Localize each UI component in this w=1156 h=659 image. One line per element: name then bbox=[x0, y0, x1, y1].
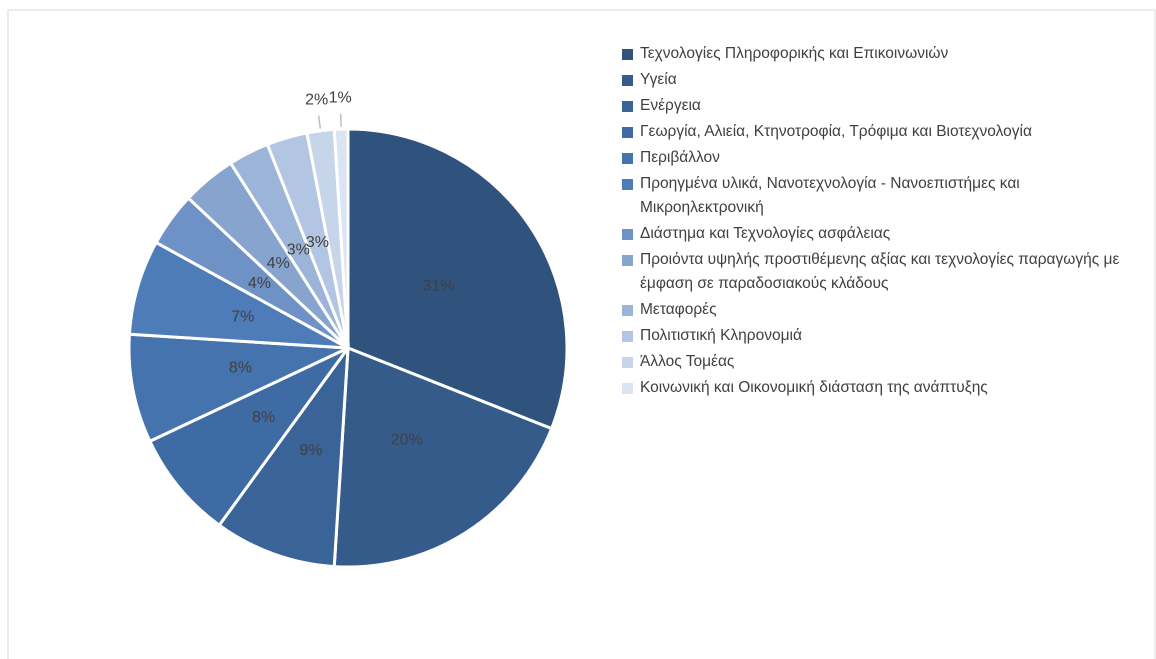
legend-item: Γεωργία, Αλιεία, Κτηνοτροφία, Τρόφιμα κα… bbox=[620, 120, 1145, 144]
legend-swatch bbox=[622, 331, 633, 342]
data-label: 3% bbox=[287, 242, 310, 259]
frame bbox=[7, 9, 1156, 659]
legend-item: Τεχνολογίες Πληροφορικής και Επικοινωνιώ… bbox=[620, 42, 1145, 66]
legend-label: Κοινωνική και Οικονομική διάσταση της αν… bbox=[640, 379, 988, 396]
legend-label: Γεωργία, Αλιεία, Κτηνοτροφία, Τρόφιμα κα… bbox=[640, 123, 1032, 140]
legend-label: Υγεία bbox=[640, 71, 677, 88]
legend-item: Μεταφορές bbox=[620, 298, 1145, 322]
legend-swatch bbox=[622, 255, 633, 266]
legend-swatch bbox=[622, 101, 633, 112]
legend-swatch bbox=[622, 49, 633, 60]
legend-item: Προηγμένα υλικά, Νανοτεχνολογία - Νανοεπ… bbox=[620, 172, 1145, 220]
legend-swatch bbox=[622, 179, 633, 190]
pie-slice bbox=[332, 345, 554, 569]
legend-swatch bbox=[622, 153, 633, 164]
legend-item: Πολιτιστική Κληρονομιά bbox=[620, 324, 1145, 348]
pie-slice bbox=[217, 342, 350, 569]
data-label: 4% bbox=[248, 275, 271, 292]
legend-label: Πολιτιστική Κληρονομιά bbox=[640, 327, 802, 344]
legend: Τεχνολογίες Πληροφορικής και Επικοινωνιώ… bbox=[620, 42, 1145, 402]
data-label: 2% bbox=[305, 92, 328, 109]
legend-swatch bbox=[622, 305, 633, 316]
pie-slice bbox=[332, 127, 350, 349]
legend-item: Διάστημα και Τεχνολογίες ασφάλειας bbox=[620, 222, 1145, 246]
legend-item: Άλλος Τομέας bbox=[620, 350, 1145, 374]
data-label: 7% bbox=[231, 309, 254, 326]
data-label: 1% bbox=[329, 90, 352, 107]
pie-slice bbox=[346, 127, 569, 431]
pie-slice bbox=[127, 332, 349, 444]
legend-item: Ενέργεια bbox=[620, 94, 1145, 118]
legend-item: Υγεία bbox=[620, 68, 1145, 92]
legend-label: Ενέργεια bbox=[640, 97, 701, 114]
data-label: 4% bbox=[267, 255, 290, 272]
legend-item: Περιβάλλον bbox=[620, 146, 1145, 170]
data-label: 8% bbox=[229, 360, 252, 377]
data-label: 3% bbox=[306, 234, 329, 251]
leader-line bbox=[317, 115, 322, 129]
data-label: 8% bbox=[252, 409, 275, 426]
legend-label: Τεχνολογίες Πληροφορικής και Επικοινωνιώ… bbox=[640, 45, 949, 62]
legend-swatch bbox=[622, 229, 633, 240]
pie-slice bbox=[147, 346, 350, 528]
legend-swatch bbox=[622, 383, 633, 394]
legend-swatch bbox=[622, 127, 633, 138]
legend-item: Κοινωνική και Οικονομική διάσταση της αν… bbox=[620, 376, 1145, 400]
data-label: 9% bbox=[299, 442, 322, 459]
legend-label: Προιόντα υψηλής προστιθέμενης αξίας και … bbox=[640, 251, 1120, 292]
legend-item: Προιόντα υψηλής προστιθέμενης αξίας και … bbox=[620, 248, 1145, 296]
legend-label: Προηγμένα υλικά, Νανοτεχνολογία - Νανοεπ… bbox=[640, 175, 1020, 216]
data-label: 20% bbox=[391, 432, 423, 449]
legend-label: Μεταφορές bbox=[640, 301, 717, 318]
legend-swatch bbox=[622, 75, 633, 86]
data-label: 31% bbox=[423, 278, 455, 295]
legend-label: Άλλος Τομέας bbox=[640, 353, 735, 370]
legend-label: Διάστημα και Τεχνολογίες ασφάλειας bbox=[640, 225, 891, 242]
legend-label: Περιβάλλον bbox=[640, 149, 720, 166]
legend-swatch bbox=[622, 357, 633, 368]
